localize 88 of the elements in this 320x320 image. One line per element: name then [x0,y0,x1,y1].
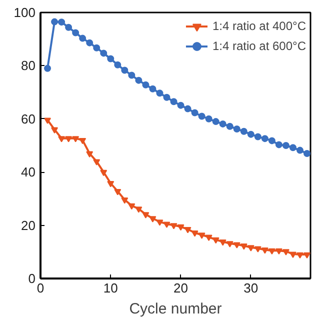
point [198,112,206,120]
point [51,18,58,26]
point [79,138,86,144]
point [282,249,290,256]
y-tick-label: 100 [14,5,36,20]
point [212,118,220,126]
point [184,227,192,234]
point [212,237,220,244]
point [275,248,282,255]
point [107,181,114,188]
point [100,170,108,176]
point [296,252,304,259]
point [219,240,226,246]
point [114,61,122,68]
point [170,223,178,230]
point [177,102,184,109]
point [303,252,310,259]
point [58,136,66,142]
y-tick-label: 60 [21,111,36,126]
point [86,151,94,158]
point [170,98,178,106]
point [128,72,136,79]
point [240,128,248,135]
point [44,64,52,72]
point [72,29,80,36]
y-tick-label: 20 [21,218,36,233]
x-tick-label: 30 [244,280,258,296]
y-tick-label: 40 [21,164,36,180]
point [93,44,100,52]
point [149,85,156,92]
x-tick-label: 10 [103,280,118,296]
point [226,241,234,248]
point [128,203,136,210]
point [184,105,192,112]
point [142,81,150,88]
point [268,248,276,255]
point [219,120,226,128]
point [191,109,198,116]
point [65,24,72,31]
point [247,130,254,138]
point [135,76,142,84]
point [65,136,72,142]
point [51,127,58,134]
x-axis-title: Cycle number [129,300,222,318]
legend-label: 1:4 ratio at 400°C [212,19,306,33]
point [163,94,170,101]
point [303,150,310,157]
point [233,126,240,132]
point [79,34,86,42]
x-tick-label: 20 [174,280,188,296]
point [121,66,128,74]
point [261,248,268,254]
point [289,252,296,258]
point [107,55,114,62]
point [205,115,212,122]
point [86,39,94,46]
point [233,242,240,248]
point [268,137,276,144]
point [142,212,150,218]
point [156,220,164,226]
y-tick-label: 0 [28,271,36,286]
point [156,90,164,97]
point [44,118,52,124]
legend-label: 1:4 ratio at 600°C [212,39,306,53]
point [72,136,80,142]
point [93,159,100,166]
point [191,230,198,237]
point [135,206,142,213]
point [247,245,254,252]
point [58,18,66,26]
point [205,234,212,241]
point [261,135,268,142]
point [198,232,206,239]
point [296,146,304,154]
point [177,224,184,231]
point [282,142,290,149]
point [149,216,156,222]
point [240,244,248,250]
y-tick-label: 80 [21,58,36,74]
point [121,198,128,204]
point [226,122,234,130]
point [275,141,282,148]
point [254,246,262,252]
point [163,222,170,228]
point [254,133,262,140]
point [100,50,108,57]
point [114,189,122,196]
point [289,144,296,152]
